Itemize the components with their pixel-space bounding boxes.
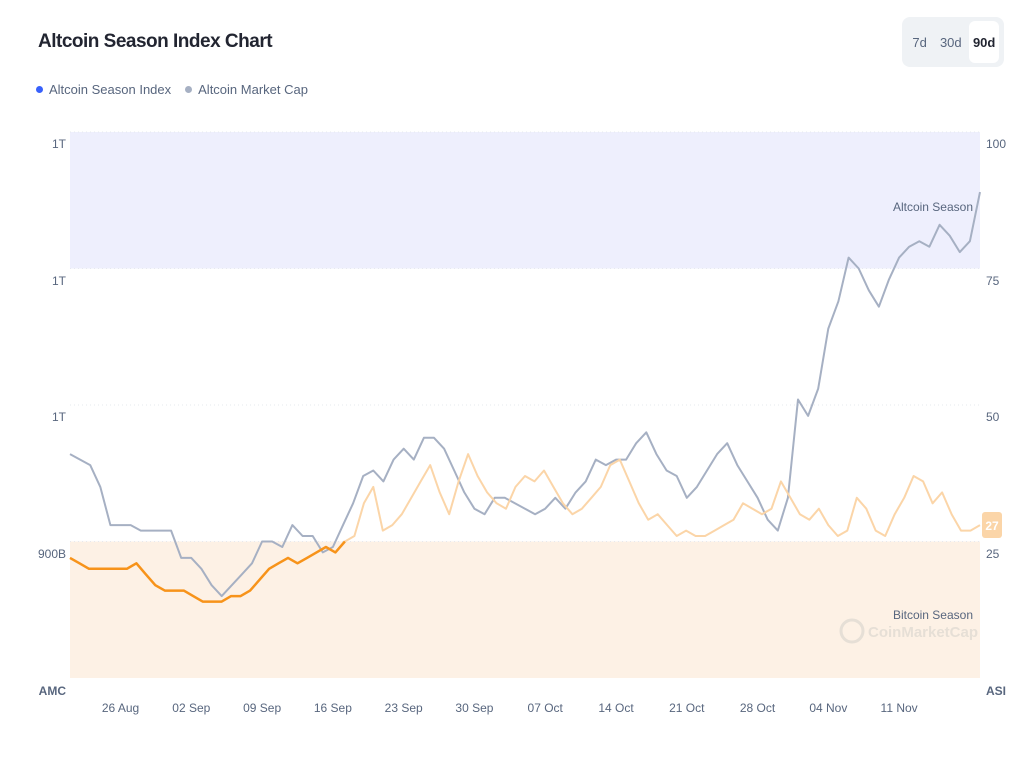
right-tick-label: 75	[986, 274, 1000, 288]
legend-dot-icon	[36, 86, 43, 93]
right-tick-label: 50	[986, 410, 1000, 424]
legend-dot-icon	[185, 86, 193, 93]
x-tick-label: 21 Oct	[669, 701, 705, 715]
bitcoin-season-zone	[70, 541, 980, 678]
legend-item-index[interactable]: Altcoin Season Index	[36, 82, 171, 97]
x-tick-label: 07 Oct	[528, 701, 564, 715]
current-value-badge: 27	[982, 512, 1002, 538]
market-cap-line	[69, 191, 981, 598]
left-tick-label: 900B	[38, 547, 66, 561]
range-90d-button[interactable]: 90d	[968, 21, 1000, 63]
watermark-text: CoinMarketCap	[868, 624, 978, 641]
left-tick-label: 1T	[52, 274, 67, 288]
right-tick-label: 25	[986, 547, 1000, 561]
x-tick-label: 28 Oct	[740, 701, 776, 715]
x-tick-label: 04 Nov	[809, 701, 847, 715]
altcoin-season-zone	[70, 132, 980, 269]
legend-item-market-cap[interactable]: Altcoin Market Cap	[185, 82, 308, 97]
x-tick-label: 14 Oct	[598, 701, 634, 715]
series-lines	[69, 191, 981, 603]
bitcoin-season-segment	[69, 540, 346, 603]
season-zones	[70, 132, 980, 678]
left-axis: 1T 1T 1T 900B AMC	[38, 137, 67, 698]
coinmarketcap-logo-icon	[839, 618, 865, 644]
x-axis: 26 Aug 02 Sep 09 Sep 16 Sep 23 Sep 30 Sep 07 O…	[102, 701, 918, 715]
right-tick-label: 100	[986, 137, 1006, 151]
right-axis: 100 75 50 25 ASI	[986, 137, 1006, 698]
left-tick-label: 1T	[52, 137, 67, 151]
zone-labels: Altcoin Season Bitcoin Season	[893, 200, 973, 622]
current-value-badge-bg	[982, 512, 1002, 538]
current-value-label: 27	[985, 519, 999, 533]
x-tick-label: 23 Sep	[385, 701, 423, 715]
x-tick-label: 02 Sep	[172, 701, 210, 715]
left-tick-label: 1T	[52, 410, 67, 424]
x-tick-label: 16 Sep	[314, 701, 352, 715]
x-tick-label: 26 Aug	[102, 701, 139, 715]
x-tick-label: 30 Sep	[455, 701, 493, 715]
chart-legend: Altcoin Season Index Altcoin Market Cap	[36, 82, 308, 97]
x-tick-label: 11 Nov	[881, 701, 918, 715]
watermark: CoinMarketCap	[839, 618, 978, 644]
altcoin-season-label: Altcoin Season	[893, 200, 973, 214]
left-axis-label: AMC	[39, 684, 67, 698]
time-range-selector: 7d 30d 90d	[902, 17, 1004, 67]
x-tick-label: 09 Sep	[243, 701, 281, 715]
range-7d-button[interactable]: 7d	[907, 21, 933, 63]
right-axis-label: ASI	[986, 684, 1006, 698]
legend-label-index: Altcoin Season Index	[49, 82, 172, 97]
range-30d-button[interactable]: 30d	[936, 21, 966, 63]
chart-title: Altcoin Season Index Chart	[38, 31, 273, 52]
bitcoin-season-label: Bitcoin Season	[893, 608, 973, 622]
legend-label-market-cap: Altcoin Market Cap	[198, 82, 308, 97]
